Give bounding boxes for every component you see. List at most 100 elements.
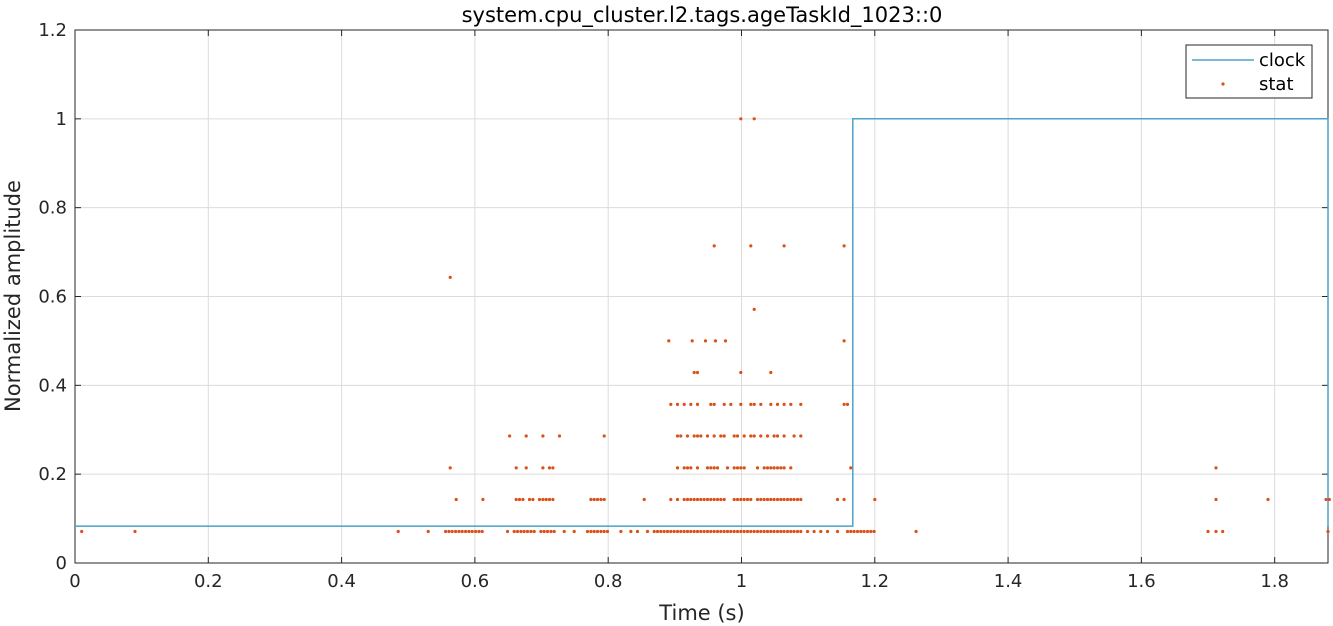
stat-point [799, 497, 803, 502]
stat-point [1206, 529, 1210, 534]
stat-point [457, 529, 461, 534]
stat-point [782, 402, 786, 406]
stat-point [779, 529, 783, 534]
stat-point [762, 466, 766, 470]
stat-point [675, 434, 680, 438]
stat-point [705, 529, 710, 534]
stat-point [551, 497, 555, 502]
stat-point [1266, 497, 1270, 502]
stat-point [712, 497, 716, 502]
stat-point [752, 402, 756, 406]
stat-point [544, 497, 548, 502]
stat-point [719, 434, 723, 438]
stat-point [541, 434, 545, 438]
stat-point [722, 497, 726, 502]
stat-point [739, 370, 743, 375]
stat-point [655, 529, 660, 534]
stat-point [739, 466, 743, 470]
stat-point [799, 434, 803, 438]
x-tick-label: 0.4 [327, 571, 356, 592]
stat-point [705, 497, 710, 502]
stat-point [672, 529, 676, 534]
stat-point [602, 497, 606, 502]
stat-point [755, 529, 760, 534]
stat-point [782, 244, 786, 248]
stat-point [849, 466, 853, 470]
stat-point [765, 497, 770, 502]
stat-point [732, 529, 736, 534]
stat-point [1214, 466, 1218, 470]
stat-point [739, 529, 743, 534]
stat-point [775, 529, 780, 534]
stat-point [585, 529, 590, 534]
stat-point [842, 402, 846, 406]
x-tick-label: 0.8 [594, 571, 623, 592]
stat-point [1214, 529, 1218, 534]
stat-point [703, 339, 708, 343]
stat-point [519, 529, 523, 534]
x-tick-label: 1.2 [860, 571, 889, 592]
stat-point [789, 402, 793, 406]
grid-lines [74, 29, 1328, 564]
stat-point [675, 402, 680, 406]
stat-point [551, 466, 555, 470]
stat-point [667, 339, 671, 343]
stat-point [795, 529, 800, 534]
stat-point [859, 529, 863, 534]
stat-point [792, 497, 796, 502]
x-tick-label: 1.4 [994, 571, 1023, 592]
stat-point [514, 497, 518, 502]
stat-point [1214, 497, 1218, 502]
stat-point [532, 529, 536, 534]
stat-point [508, 434, 512, 438]
stat-point [799, 529, 803, 534]
stat-point [725, 466, 730, 470]
stat-point [873, 497, 877, 502]
stat-point [522, 529, 526, 534]
stat-point [669, 497, 673, 502]
stat-point [545, 529, 550, 534]
stat-point [769, 370, 773, 375]
stat-point [719, 529, 723, 534]
y-tick-label: 0.4 [38, 375, 67, 396]
stat-point [742, 434, 746, 438]
series-layer [75, 117, 1331, 534]
stat-point [692, 434, 696, 438]
stat-point [749, 497, 753, 502]
stat-point [675, 466, 680, 470]
stat-point [531, 497, 535, 502]
stat-point [729, 529, 733, 534]
stat-point [713, 339, 718, 343]
stat-point [712, 244, 716, 248]
stat-point [725, 529, 730, 534]
stat-point [541, 497, 545, 502]
stat-point [735, 529, 740, 534]
stat-point [539, 529, 543, 534]
stat-point [682, 529, 686, 534]
stat-point [732, 434, 736, 438]
stat-point [689, 529, 693, 534]
stat-point [709, 402, 713, 406]
stat-point [702, 529, 706, 534]
stat-point [739, 402, 743, 406]
stat-point [689, 497, 693, 502]
stat-point [470, 529, 474, 534]
stat-point [642, 497, 646, 502]
stat-point [692, 370, 696, 375]
stat-point [782, 434, 786, 438]
stat-point [789, 529, 793, 534]
stat-point [619, 529, 623, 534]
legend: clock stat [1185, 44, 1313, 99]
stat-point [722, 529, 726, 534]
stat-point [602, 434, 606, 438]
stat-point [835, 497, 840, 502]
x-tick-label: 0.6 [461, 571, 490, 592]
stat-point [712, 466, 716, 470]
x-tick-label: 0 [69, 571, 80, 592]
stat-point [695, 497, 700, 502]
stat-point [795, 497, 800, 502]
stat-point [842, 339, 846, 343]
stat-point [537, 497, 542, 502]
stat-point [692, 497, 696, 502]
stat-point [592, 529, 596, 534]
